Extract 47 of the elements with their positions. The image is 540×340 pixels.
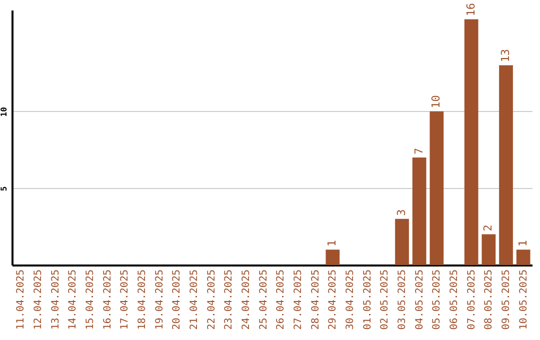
x-tick-label: 01.05.2025	[362, 270, 374, 330]
bar	[326, 250, 340, 265]
x-tick-label: 21.04.2025	[189, 270, 200, 330]
x-tick-label: 03.05.2025	[397, 270, 408, 330]
x-tick-label: 18.04.2025	[137, 270, 148, 330]
x-tick-label: 13.04.2025	[50, 270, 62, 330]
x-tick-label: 07.05.2025	[466, 270, 478, 330]
x-tick-label: 29.04.2025	[328, 270, 339, 330]
x-tick-label: 04.05.2025	[414, 270, 426, 330]
data-label: 13	[499, 49, 512, 62]
bar	[412, 157, 426, 265]
x-tick-label: 02.05.2025	[380, 270, 391, 330]
data-label: 2	[482, 224, 495, 232]
bar	[482, 234, 496, 265]
x-tick-label: 25.04.2025	[258, 270, 270, 330]
bar	[499, 65, 513, 265]
x-tick-label: 26.04.2025	[276, 270, 287, 330]
data-label: 1	[326, 240, 339, 247]
x-tick-label: 12.04.2025	[33, 270, 44, 330]
bar	[464, 19, 478, 265]
data-label: 16	[464, 2, 478, 16]
x-tick-label: 20.04.2025	[172, 270, 183, 330]
x-tick-label: 23.04.2025	[224, 270, 235, 330]
x-tick-label: 10.05.2025	[518, 270, 530, 330]
y-tick-label: 5	[0, 186, 8, 192]
data-label: 3	[395, 209, 408, 216]
x-tick-label: 05.05.2025	[432, 270, 443, 330]
x-tick-label: 14.04.2025	[68, 270, 79, 330]
data-label: 7	[412, 148, 426, 154]
x-tick-label: 17.04.2025	[120, 270, 131, 330]
bar	[430, 111, 444, 265]
bar	[395, 218, 409, 265]
x-tick-label: 24.04.2025	[241, 270, 252, 330]
bar	[516, 250, 530, 265]
x-tick-label: 06.05.2025	[449, 270, 460, 330]
x-tick-label: 16.04.2025	[102, 270, 114, 330]
x-tick-label: 30.04.2025	[345, 270, 356, 330]
x-tick-label: 08.05.2025	[484, 270, 495, 330]
data-label: 1	[516, 240, 530, 247]
x-tick-label: 19.04.2025	[154, 270, 166, 330]
data-label: 10	[430, 95, 443, 108]
x-tick-label: 09.05.2025	[501, 270, 512, 330]
x-tick-label: 22.04.2025	[206, 270, 218, 330]
x-tick-label: 27.04.2025	[293, 270, 304, 330]
x-tick-label: 11.04.2025	[16, 270, 27, 330]
x-tick-label: 15.04.2025	[85, 270, 96, 330]
x-tick-label: 28.04.2025	[310, 270, 322, 330]
